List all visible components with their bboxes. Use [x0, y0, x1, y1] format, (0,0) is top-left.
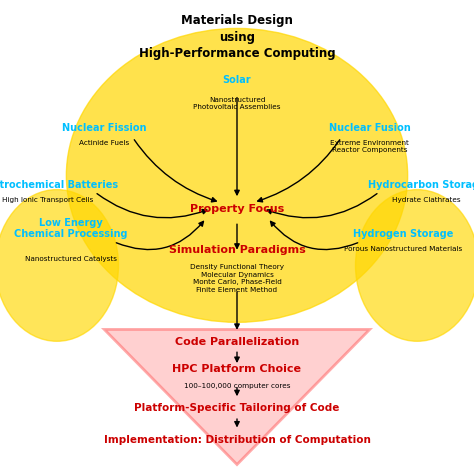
Ellipse shape [66, 28, 408, 322]
Text: Actinide Fuels: Actinide Fuels [79, 140, 129, 146]
Ellipse shape [356, 190, 474, 341]
Text: Porous Nanostructured Materials: Porous Nanostructured Materials [344, 246, 462, 253]
Text: Nanostructured Catalysts: Nanostructured Catalysts [25, 256, 117, 262]
Text: Hydrate Clathrates: Hydrate Clathrates [392, 197, 461, 203]
Text: High Ionic Transport Cells: High Ionic Transport Cells [2, 197, 93, 203]
Text: Hydrocarbon Storage: Hydrocarbon Storage [368, 180, 474, 190]
Text: Hydrogen Storage: Hydrogen Storage [353, 229, 453, 239]
Text: Density Functional Theory
Molecular Dynamics
Monte Carlo, Phase-Field
Finite Ele: Density Functional Theory Molecular Dyna… [190, 264, 284, 292]
Polygon shape [104, 329, 370, 465]
Ellipse shape [0, 190, 118, 341]
Text: Implementation: Distribution of Computation: Implementation: Distribution of Computat… [103, 435, 371, 445]
Text: Electrochemical Batteries: Electrochemical Batteries [0, 180, 118, 190]
Text: Code Parallelization: Code Parallelization [175, 337, 299, 347]
Text: Solar: Solar [223, 75, 251, 85]
Text: Extreme Environment
Reactor Components: Extreme Environment Reactor Components [330, 140, 409, 153]
Text: Simulation Paradigms: Simulation Paradigms [169, 245, 305, 255]
Text: Materials Design
using
High-Performance Computing: Materials Design using High-Performance … [139, 14, 335, 60]
Text: Property Focus: Property Focus [190, 203, 284, 214]
Text: Low Energy
Chemical Processing: Low Energy Chemical Processing [14, 218, 128, 239]
Text: Platform-Specific Tailoring of Code: Platform-Specific Tailoring of Code [134, 402, 340, 413]
Text: HPC Platform Choice: HPC Platform Choice [173, 365, 301, 374]
Text: Nuclear Fusion: Nuclear Fusion [329, 123, 410, 133]
Text: 100–100,000 computer cores: 100–100,000 computer cores [184, 383, 290, 389]
Text: Nuclear Fission: Nuclear Fission [62, 123, 146, 133]
Text: Nanostructured
Photovoltaic Assemblies: Nanostructured Photovoltaic Assemblies [193, 97, 281, 110]
